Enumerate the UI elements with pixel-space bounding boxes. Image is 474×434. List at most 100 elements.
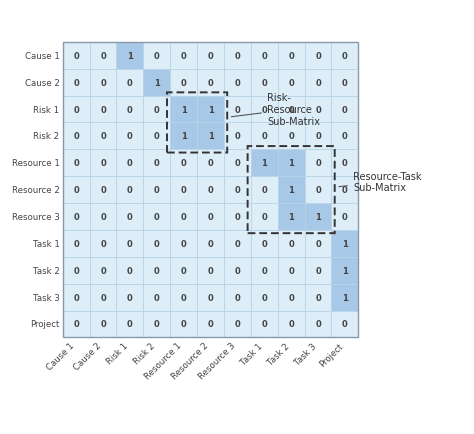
Text: 0: 0 [315,293,321,302]
Bar [117,257,143,284]
Text: 0: 0 [288,320,294,329]
Bar [143,43,170,69]
Bar [251,311,278,338]
Bar [305,123,331,150]
Text: 0: 0 [127,213,133,221]
Bar [117,69,143,96]
Bar [90,311,117,338]
Text: 0: 0 [288,79,294,87]
Text: 0: 0 [208,52,213,61]
Text: 0: 0 [342,79,348,87]
Bar [63,257,90,284]
Text: 0: 0 [342,213,348,221]
Text: 0: 0 [235,239,240,248]
Text: 0: 0 [235,213,240,221]
Text: 0: 0 [315,159,321,168]
Text: 0: 0 [73,213,79,221]
Text: 0: 0 [73,320,79,329]
Text: Cause 1: Cause 1 [45,341,76,372]
Bar [305,150,331,177]
Text: 0: 0 [261,105,267,114]
Bar [331,96,358,123]
Text: Resource 3: Resource 3 [197,341,237,381]
Bar [63,43,90,69]
Text: 0: 0 [154,320,160,329]
Text: 0: 0 [100,320,106,329]
Text: 0: 0 [288,266,294,275]
Bar [170,43,197,69]
Bar [197,43,224,69]
Text: 0: 0 [235,266,240,275]
Bar [251,257,278,284]
Text: 0: 0 [288,52,294,61]
Text: 0: 0 [342,159,348,168]
Bar [143,311,170,338]
Bar [170,69,197,96]
Text: 1: 1 [154,79,160,87]
Text: 0: 0 [127,132,133,141]
Bar [143,230,170,257]
Text: 0: 0 [261,266,267,275]
Bar [305,257,331,284]
Bar [331,284,358,311]
Text: 0: 0 [315,79,321,87]
Text: 0: 0 [100,239,106,248]
Text: 0: 0 [73,79,79,87]
Text: 0: 0 [73,159,79,168]
Text: Resource-Task
Sub-Matrix: Resource-Task Sub-Matrix [339,171,421,193]
Text: 0: 0 [208,239,213,248]
Bar [63,311,90,338]
Bar [143,284,170,311]
Bar [305,43,331,69]
Text: Project: Project [30,320,60,329]
Text: 0: 0 [342,320,348,329]
Text: 0: 0 [127,320,133,329]
Text: 0: 0 [208,266,213,275]
Bar [143,204,170,230]
Text: Risk 2: Risk 2 [132,341,157,366]
Text: 0: 0 [100,105,106,114]
Text: 0: 0 [100,159,106,168]
Bar [224,284,251,311]
Bar [278,150,305,177]
Text: Task 3: Task 3 [33,293,60,302]
Bar [63,177,90,204]
Bar [278,257,305,284]
Bar [197,204,224,230]
Bar [331,123,358,150]
Bar [251,230,278,257]
Text: 0: 0 [235,79,240,87]
Text: 0: 0 [261,132,267,141]
Text: 0: 0 [154,266,160,275]
Bar [117,284,143,311]
Bar [170,177,197,204]
Text: 1: 1 [288,159,294,168]
Bar [170,96,197,123]
Bar [305,311,331,338]
Text: 0: 0 [288,239,294,248]
Text: 1: 1 [342,239,348,248]
Text: 1: 1 [127,52,133,61]
Bar [224,96,251,123]
Text: Resource 1: Resource 1 [144,341,183,381]
Bar [278,43,305,69]
Bar [143,123,170,150]
Bar [143,69,170,96]
Bar [224,257,251,284]
Bar [197,230,224,257]
Text: 0: 0 [235,105,240,114]
Text: 0: 0 [181,79,187,87]
Text: 0: 0 [315,132,321,141]
Text: 0: 0 [208,159,213,168]
Text: 0: 0 [154,105,160,114]
Text: Resource 2: Resource 2 [170,341,210,381]
Bar [117,177,143,204]
Text: 0: 0 [315,266,321,275]
Text: 0: 0 [100,293,106,302]
Text: 0: 0 [288,293,294,302]
Bar [170,284,197,311]
Bar [278,204,305,230]
Text: 0: 0 [181,213,187,221]
Text: 0: 0 [208,213,213,221]
Text: 0: 0 [73,132,79,141]
